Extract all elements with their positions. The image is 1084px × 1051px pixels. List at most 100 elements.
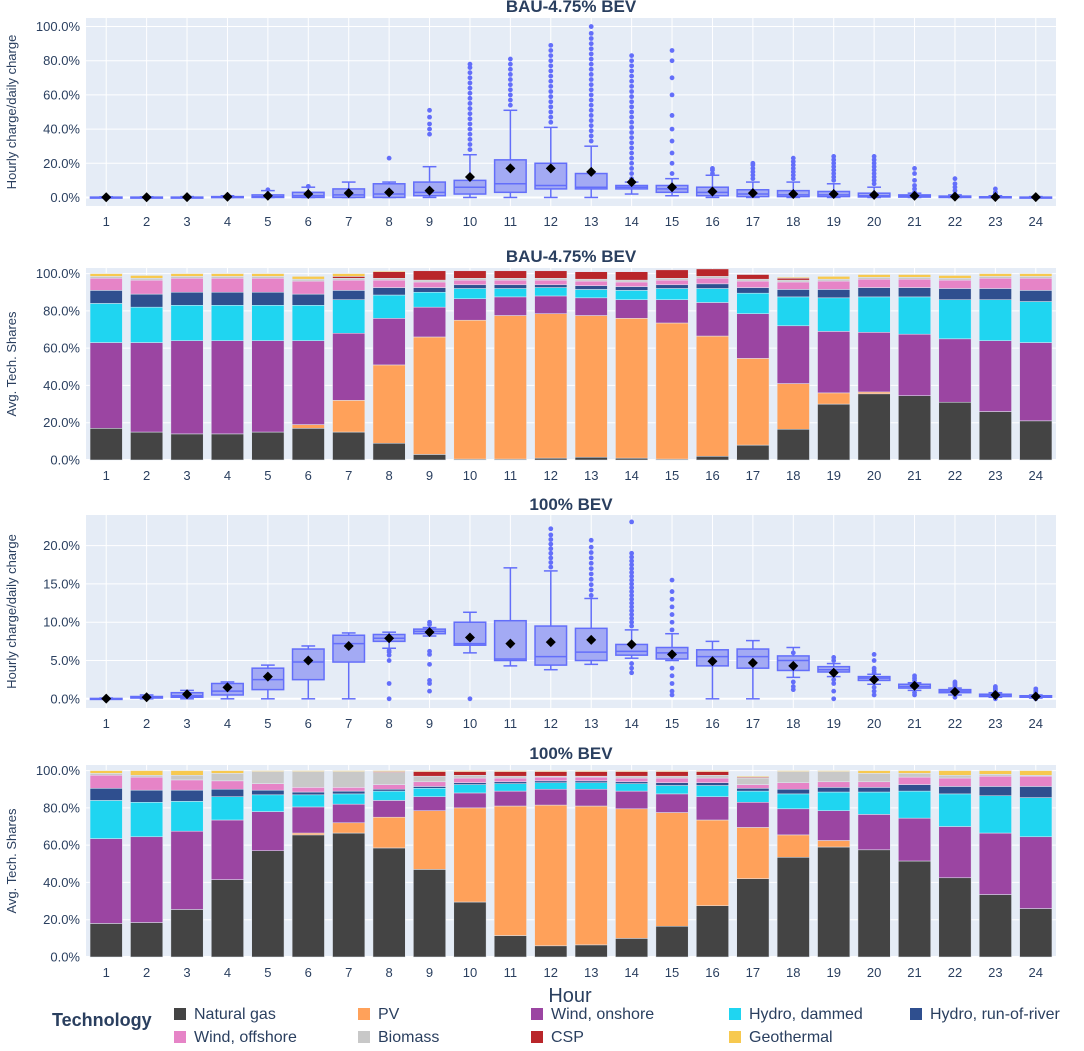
x-tick-label: 2 (143, 468, 150, 483)
legend-item-hydro-dammed: Hydro, dammed (729, 1006, 863, 1023)
outlier-point (548, 58, 554, 64)
y-tick-label: 80.0% (43, 800, 80, 815)
bar-segment-geothermal (1019, 273, 1053, 277)
outlier-point (669, 126, 675, 132)
x-tick-label: 1 (103, 214, 110, 229)
box-hour-24 (1019, 192, 1053, 203)
bar-segment-hydro-dammed (736, 790, 770, 803)
box-hour-7 (332, 181, 366, 199)
bar-segment-pv (736, 827, 770, 879)
x-tick-label: 20 (867, 965, 881, 980)
bar-segment-hydro-run-of-river (898, 287, 931, 298)
y-tick-label: 60.0% (43, 838, 80, 853)
bar-segment-wind-onshore (978, 832, 1012, 895)
outlier-point (467, 116, 473, 122)
box-iqr (291, 648, 325, 681)
bar-segment-natural-gas (615, 938, 649, 958)
bar-segment-hydro-dammed (696, 785, 729, 797)
bar-segment-geothermal (211, 273, 244, 277)
bar-segment-wind-offshore (978, 775, 1012, 787)
bar-segment-csp (453, 771, 487, 776)
bar-segment-geothermal (736, 775, 770, 778)
bar-segment-natural-gas (1019, 420, 1053, 461)
box-hour-20 (857, 651, 891, 698)
mean-marker (667, 182, 678, 193)
bar-segment-biomass (817, 771, 851, 783)
outlier-point (467, 80, 473, 86)
bar-segment-wind-onshore (372, 800, 406, 818)
outlier-point (871, 692, 877, 698)
stack-hour-17 (736, 274, 770, 461)
outlier-point (831, 154, 837, 159)
bar-segment-hydro-run-of-river (372, 788, 406, 792)
plot-area (86, 18, 1056, 206)
bar-segment-hydro-dammed (453, 784, 487, 794)
outlier-point (548, 99, 554, 105)
outlier-point (629, 554, 635, 560)
bar-segment-hydro-run-of-river (615, 781, 649, 784)
x-tick-label: 22 (948, 214, 962, 229)
outlier-point (588, 30, 594, 36)
x-tick-label: 3 (183, 214, 190, 229)
outlier-point (548, 564, 554, 570)
box-hour-3 (170, 689, 204, 700)
outlier-point (669, 138, 675, 144)
mean-marker (182, 192, 193, 203)
outlier-point (629, 600, 635, 606)
outlier-point (629, 558, 635, 564)
bar-segment-csp (332, 276, 366, 279)
bar-segment-hydro-dammed (211, 305, 244, 341)
x-tick-label: 3 (183, 468, 190, 483)
plot-area (86, 515, 1056, 708)
bar-segment-biomass (615, 775, 649, 779)
bar-segment-wind-offshore (615, 777, 649, 783)
stack-hour-7 (332, 273, 366, 461)
bar-segment-biomass (938, 278, 972, 281)
outlier-point (912, 690, 917, 696)
x-tick-label: 24 (1029, 716, 1043, 731)
bar-segment-biomass (130, 278, 164, 281)
stack-hour-10 (453, 770, 487, 958)
outlier-point (467, 101, 473, 106)
bar-segment-biomass (211, 276, 244, 279)
x-tick-label: 4 (224, 214, 231, 229)
bar-segment-hydro-dammed (978, 795, 1012, 834)
bar-segment-csp (574, 271, 608, 280)
outlier-point (629, 104, 635, 110)
bar-segment-hydro-run-of-river (1019, 290, 1053, 302)
outlier-point (669, 75, 675, 81)
bar-segment-wind-offshore (211, 278, 244, 293)
bar-segment-natural-gas (332, 431, 366, 461)
box-hour-6 (291, 183, 325, 200)
bar-segment-biomass (413, 279, 446, 283)
box-iqr (493, 159, 527, 194)
stack-hour-5 (251, 770, 285, 958)
bar-segment-geothermal (857, 274, 891, 278)
bar-segment-wind-offshore (332, 787, 366, 792)
bar-segment-pv (574, 315, 608, 458)
bar-segment-biomass (291, 771, 325, 788)
box-hour-14 (615, 519, 649, 676)
bar-segment-wind-offshore (372, 784, 406, 790)
x-tick-label: 4 (224, 965, 231, 980)
bar-segment-csp (574, 771, 608, 777)
bar-segment-hydro-run-of-river (332, 290, 366, 300)
x-tick-label: 10 (463, 965, 477, 980)
outlier-point (871, 181, 877, 187)
stack-hour-20 (857, 770, 891, 958)
y-tick-label: 60.0% (43, 341, 80, 356)
outlier-point (669, 171, 675, 176)
bar-segment-hydro-run-of-river (736, 287, 770, 294)
bar-segment-pv (776, 834, 810, 858)
bar-segment-natural-gas (413, 869, 446, 958)
outlier-point (507, 56, 513, 62)
bar-segment-csp (493, 771, 527, 777)
box-hour-15 (655, 48, 689, 197)
outlier-point (669, 619, 675, 625)
outlier-point (548, 526, 554, 532)
bar-segment-biomass (251, 771, 285, 784)
box-hour-5 (251, 187, 285, 201)
stack-hour-22 (938, 770, 972, 958)
outlier-point (871, 651, 877, 657)
bar-segment-hydro-run-of-river (413, 287, 446, 293)
